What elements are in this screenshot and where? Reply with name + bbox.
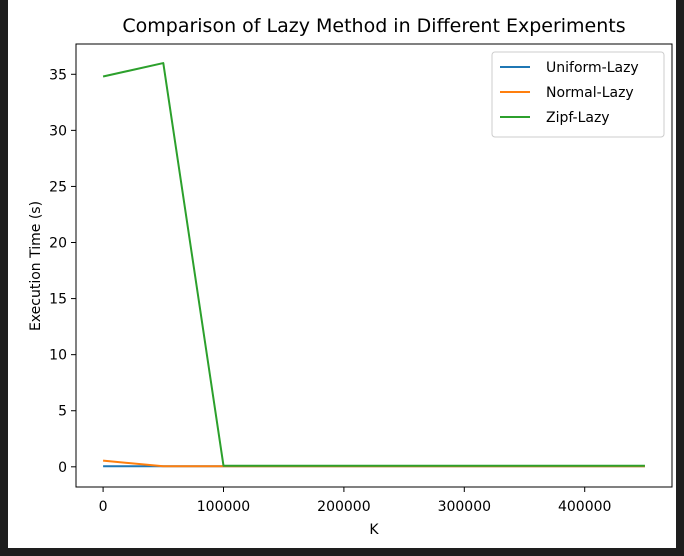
line-chart: Comparison of Lazy Method in Different E… xyxy=(28,15,673,538)
x-tick-label: 100000 xyxy=(197,499,250,515)
y-tick-label: 20 xyxy=(49,236,67,252)
legend-label: Normal-Lazy xyxy=(546,85,634,101)
legend: Uniform-Lazy Normal-Lazy Zipf-Lazy xyxy=(491,51,665,138)
legend-label: Zipf-Lazy xyxy=(546,110,610,126)
x-tick-label: 300000 xyxy=(438,499,491,515)
x-tick-label: 200000 xyxy=(317,499,370,515)
plot-lines xyxy=(102,62,645,468)
y-tick-label: 15 xyxy=(49,292,67,308)
y-tick-label: 5 xyxy=(58,404,67,420)
y-axis-ticks: 0 5 10 15 20 25 30 35 xyxy=(49,67,76,476)
y-tick-label: 35 xyxy=(49,67,67,83)
legend-box xyxy=(491,51,665,138)
y-tick-label: 30 xyxy=(49,123,67,139)
chart-title: Comparison of Lazy Method in Different E… xyxy=(122,15,625,37)
x-tick-label: 400000 xyxy=(558,499,611,515)
legend-label: Uniform-Lazy xyxy=(546,60,639,76)
y-tick-label: 25 xyxy=(49,179,67,195)
x-axis-ticks: 0 100000 200000 300000 400000 xyxy=(99,487,611,515)
axes-frame xyxy=(75,43,673,488)
y-tick-label: 10 xyxy=(49,348,67,364)
chart-figure: Comparison of Lazy Method in Different E… xyxy=(8,0,676,548)
y-axis-label: Execution Time (s) xyxy=(28,201,44,331)
x-axis-label: K xyxy=(369,522,379,538)
x-tick-label: 0 xyxy=(99,499,108,515)
y-tick-label: 0 xyxy=(58,460,67,476)
series-line-zipf-lazy xyxy=(102,62,645,467)
